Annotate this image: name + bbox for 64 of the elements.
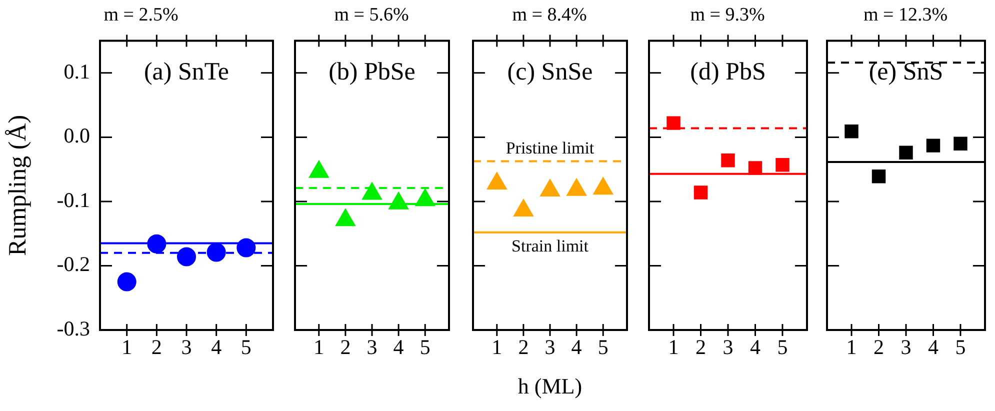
point [362, 182, 382, 200]
point [926, 138, 940, 152]
x-tick-label: 5 [420, 335, 430, 360]
annotation: (c) SnSe [507, 58, 593, 86]
point [486, 172, 507, 190]
x-tick-label: 4 [571, 335, 582, 360]
annotation: (a) SnTe [144, 58, 230, 86]
x-tick-label: 2 [696, 335, 706, 360]
chart-title: m = 2.5% [104, 4, 178, 26]
x-tick-label: 4 [393, 335, 404, 360]
point [566, 178, 587, 196]
ref-line-label: Pristine limit [506, 138, 594, 158]
point [540, 179, 560, 197]
chart-title: m = 5.6% [334, 4, 409, 26]
point [308, 160, 329, 178]
chart-title: m = 12.3% [863, 4, 948, 26]
x-tick-label: 2 [151, 335, 162, 360]
x-tick-label: 3 [366, 335, 378, 360]
x-tick-label: 5 [777, 335, 788, 360]
point [593, 177, 614, 195]
x-tick-label: 1 [668, 335, 679, 360]
y-tick-label: -0.1 [56, 188, 90, 212]
x-tick-label: 1 [846, 335, 857, 360]
x-tick-label: 1 [492, 335, 502, 360]
point [177, 247, 196, 266]
x-tick-label: 3 [544, 335, 556, 360]
y-tick-label: 0.1 [64, 59, 90, 84]
x-tick-label: 5 [955, 335, 966, 360]
x-axis-title: h (ML) [518, 374, 582, 399]
x-tick-label: 4 [928, 335, 939, 360]
x-tick-label: 4 [750, 335, 761, 360]
x-tick-label: 5 [598, 335, 608, 360]
point [117, 272, 136, 292]
annotation: (e) SnS [868, 58, 944, 86]
point [513, 198, 534, 216]
point [872, 170, 886, 184]
point [776, 158, 790, 172]
x-tick-label: 2 [874, 335, 884, 360]
x-tick-label: 5 [240, 335, 252, 360]
x-tick-label: 3 [181, 335, 192, 360]
annotation: (d) PbS [690, 58, 766, 86]
x-tick-label: 3 [900, 335, 912, 360]
x-tick-label: 3 [722, 335, 734, 360]
x-tick-label: 2 [518, 335, 529, 360]
x-tick-label: 1 [122, 335, 132, 360]
point [666, 116, 680, 130]
y-tick-label: -0.3 [56, 316, 90, 341]
chart-title: m = 8.4% [512, 4, 587, 26]
y-axis-title: Rumpling (Å) [4, 114, 32, 256]
x-tick-label: 4 [211, 335, 222, 360]
point [899, 146, 913, 160]
point [206, 242, 226, 262]
y-tick-label: 0.0 [64, 124, 90, 148]
x-tick-label: 2 [340, 335, 351, 360]
chart-title: m = 9.3% [690, 4, 765, 26]
y-tick-label: -0.2 [56, 252, 90, 276]
point [721, 153, 735, 168]
point [694, 186, 708, 200]
x-tick-label: 1 [314, 335, 324, 360]
annotation: (b) PbSe [328, 58, 416, 86]
point [954, 136, 968, 150]
point [844, 124, 858, 138]
ref-line-label: Strain limit [512, 236, 589, 256]
point [335, 208, 356, 226]
